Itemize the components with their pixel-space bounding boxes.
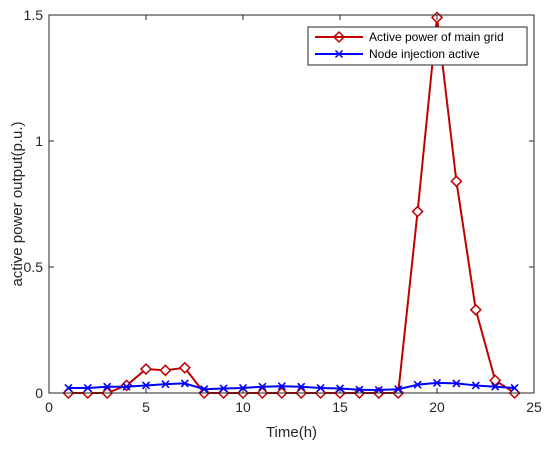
data-point-main-grid <box>469 303 482 316</box>
data-point-node-injection <box>316 383 325 393</box>
data-point-main-grid <box>139 362 153 376</box>
legend-label-node-injection: Node injection active <box>369 47 480 61</box>
data-point-main-grid <box>489 374 502 387</box>
data-point-node-injection <box>200 385 209 394</box>
legend-label-main-grid: Active power of main grid <box>369 30 504 44</box>
data-point-main-grid <box>178 361 191 374</box>
data-point-node-injection <box>394 385 403 394</box>
data-point-node-injection <box>510 383 519 393</box>
x-axis-label: Time(h) <box>266 424 317 441</box>
legend-box <box>307 26 528 66</box>
data-point-node-injection <box>180 379 189 388</box>
x-tick-label: 20 <box>429 399 445 415</box>
data-point-main-grid <box>450 175 463 188</box>
x-tick-label: 25 <box>526 399 542 415</box>
plot-background <box>49 15 534 393</box>
legend: Active power of main grid Node injection… <box>307 26 528 66</box>
data-point-node-injection <box>452 379 461 388</box>
legend-marker-node-injection <box>334 49 344 59</box>
data-point-node-injection <box>103 382 112 391</box>
y-tick-label: 0.5 <box>24 259 44 275</box>
x-tick-label: 10 <box>235 399 251 415</box>
data-point-node-injection <box>297 382 306 391</box>
data-point-node-injection <box>161 380 170 389</box>
legend-marker-main-grid <box>332 30 346 44</box>
data-point-main-grid <box>411 205 424 218</box>
data-point-node-injection <box>432 378 442 387</box>
data-point-node-injection <box>471 381 480 390</box>
y-tick-label: 1 <box>35 133 43 149</box>
x-tick-label: 0 <box>45 399 53 415</box>
data-point-node-injection <box>413 380 422 389</box>
data-point-node-injection <box>141 381 151 390</box>
x-tick-label: 15 <box>332 399 348 415</box>
y-tick-label: 0 <box>35 385 43 401</box>
axes-layer: 0 5 10 15 20 25 0 0.5 1 1.5 <box>24 7 542 415</box>
data-point-node-injection <box>122 382 131 391</box>
y-tick-label: 1.5 <box>24 7 44 23</box>
x-tick-label: 5 <box>142 399 150 415</box>
data-point-node-injection <box>219 384 228 393</box>
data-point-main-grid <box>159 364 172 377</box>
data-point-node-injection <box>64 383 73 393</box>
data-point-node-injection <box>258 382 267 391</box>
series-line-node-injection <box>68 381 515 391</box>
plot-frame <box>48 14 535 394</box>
data-point-node-injection <box>277 382 286 391</box>
data-point-node-injection <box>355 385 364 394</box>
y-axis-label: active power output(p.u.) <box>9 121 26 286</box>
data-point-node-injection <box>83 383 92 393</box>
data-point-node-injection <box>238 383 248 393</box>
data-point-node-injection <box>374 385 383 395</box>
data-point-node-injection <box>491 382 500 391</box>
